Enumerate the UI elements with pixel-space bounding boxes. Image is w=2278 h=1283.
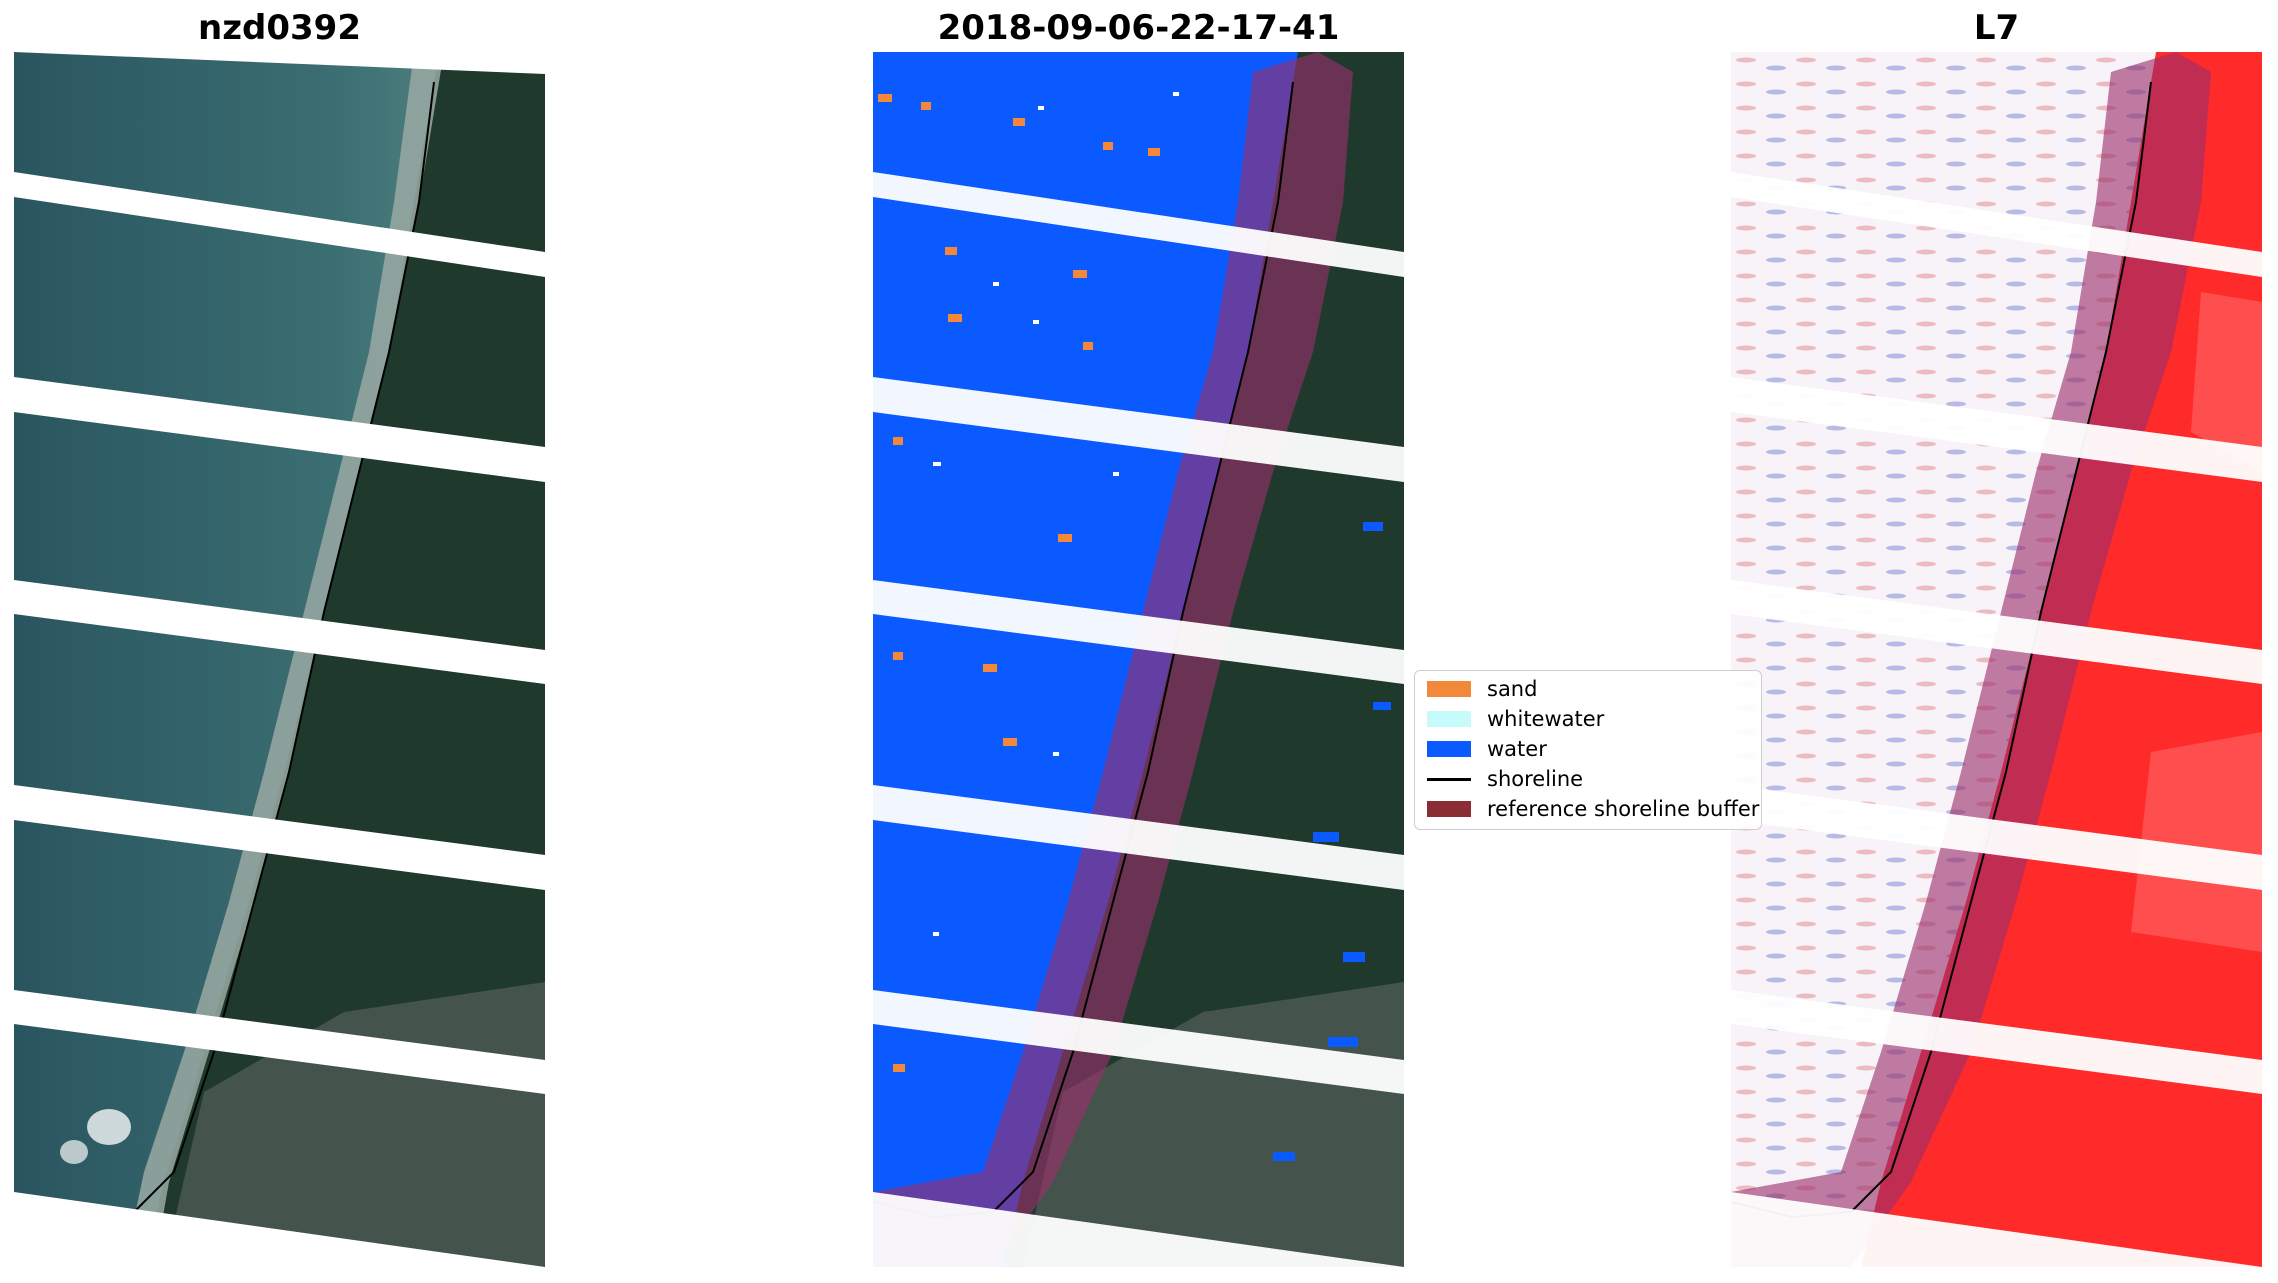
whitewater-specks [933, 92, 1179, 936]
land-index-variation [2131, 292, 2262, 952]
legend-label-shoreline: shoreline [1487, 767, 1584, 791]
legend-item-buffer: reference shoreline buffer [1427, 796, 1759, 822]
reference-shoreline-buffer [1731, 52, 2211, 1267]
panel-title-index: L7 [1973, 8, 2020, 48]
rgb-image-panel [14, 52, 545, 1267]
legend-item-whitewater: whitewater [1427, 706, 1604, 732]
buffer-swatch [1427, 801, 1471, 817]
reference-shoreline-buffer [873, 52, 1353, 1267]
beach-area [124, 52, 444, 1267]
water-patches [1273, 522, 1391, 1161]
whitewater-swatch [1427, 711, 1471, 727]
cloud [87, 1109, 131, 1145]
sand-specks [878, 94, 1160, 1072]
classified-image [873, 52, 1404, 1267]
legend-item-shoreline: shoreline [1427, 766, 1583, 792]
legend-label-whitewater: whitewater [1487, 707, 1605, 731]
legend-item-sand: sand [1427, 676, 1537, 702]
classified-image-panel [873, 52, 1404, 1267]
legend-label-water: water [1487, 737, 1547, 761]
panel-title-classified: 2018-09-06-22-17-41 [937, 8, 1340, 48]
scanline-gaps [14, 52, 545, 1267]
water-swatch [1427, 741, 1471, 757]
scanline-gaps [1731, 172, 2262, 1267]
legend-label-sand: sand [1487, 677, 1538, 701]
land-area [144, 52, 545, 1267]
cloud [60, 1140, 88, 1164]
legend-item-water: water [1427, 736, 1547, 762]
panel-title-rgb: nzd0392 [198, 8, 361, 48]
legend: sand whitewater water shoreline referenc… [1414, 670, 1762, 830]
index-image-panel [1731, 52, 2262, 1267]
rgb-image [14, 52, 545, 1267]
scanline-gaps [873, 172, 1404, 1267]
shoreline-line-swatch [1427, 777, 1471, 781]
index-image [1731, 52, 2262, 1267]
sand-swatch [1427, 681, 1471, 697]
legend-label-buffer: reference shoreline buffer [1487, 797, 1760, 821]
